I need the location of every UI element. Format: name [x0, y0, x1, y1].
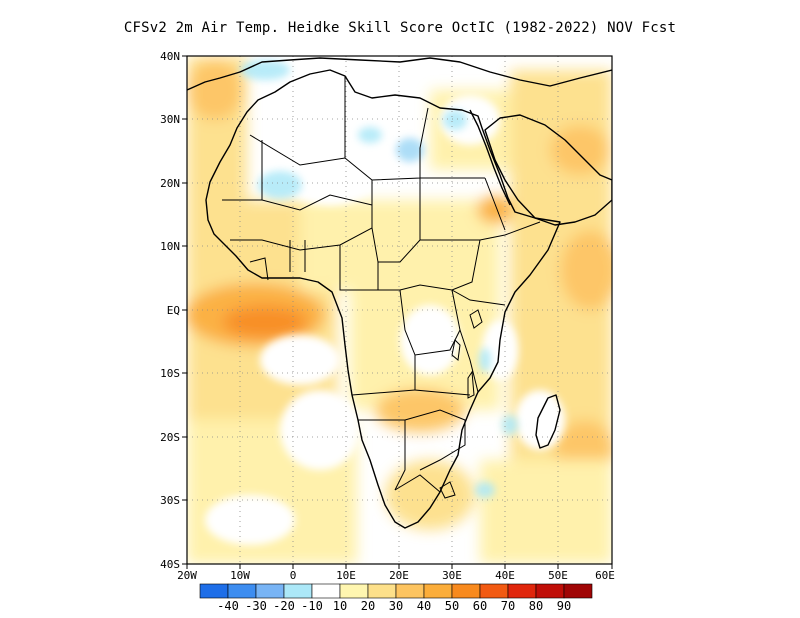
colorbar-swatch [311, 583, 341, 599]
lon-label-10w: 10W [230, 569, 250, 582]
lat-label-20n: 20N [160, 177, 180, 190]
colorbar-label: 50 [445, 599, 459, 613]
lon-label-20e: 20E [389, 569, 409, 582]
colorbar-swatch [283, 583, 313, 599]
colorbar-swatch [395, 583, 425, 599]
lon-label-30e: 30E [442, 569, 462, 582]
map-title: CFSv2 2m Air Temp. Heidke Skill Score Oc… [123, 20, 677, 36]
lat-label-30n: 30N [160, 113, 180, 126]
colorbar-swatch [339, 583, 369, 599]
colorbar-label: 10 [333, 599, 347, 613]
lakes [439, 309, 483, 499]
colorbar-swatch [507, 583, 537, 599]
colorbar-label: -30 [245, 599, 267, 613]
colorbar-swatch [199, 583, 229, 599]
colorbar-label: -10 [301, 599, 323, 613]
colorbar-label: 20 [361, 599, 375, 613]
colorbar-label: 80 [529, 599, 543, 613]
skill-field [187, 56, 612, 564]
colorbar-swatch [423, 583, 453, 599]
colorbar-label: 40 [417, 599, 431, 613]
lat-label-40n: 40N [160, 50, 180, 63]
colorbar-swatch [255, 583, 285, 599]
lon-label-40e: 40E [495, 569, 515, 582]
colorbar-swatch [479, 583, 509, 599]
africa-coastline [205, 69, 561, 529]
colorbar-swatch [227, 583, 257, 599]
colorbar-swatch [451, 583, 481, 599]
arabia-outline [484, 114, 612, 226]
lat-label-20s: 20S [160, 431, 180, 444]
lat-label-10s: 10S [160, 367, 180, 380]
lat-label-10n: 10N [160, 240, 180, 253]
lat-label-eq: EQ [167, 304, 180, 317]
red-sea-coast [469, 109, 511, 206]
lon-label-10e: 10E [336, 569, 356, 582]
colorbar-label: -20 [273, 599, 295, 613]
lon-label-20w: 20W [177, 569, 197, 582]
colorbar-swatch [563, 583, 593, 599]
lat-label-30s: 30S [160, 494, 180, 507]
colorbar-label: 90 [557, 599, 571, 613]
colorbar-label: -40 [217, 599, 239, 613]
lon-labels: 20W 10W 0 10E 20E 30E 40E 50E 60E [177, 569, 615, 582]
grid-lines [187, 56, 612, 564]
lat-labels: 40N 30N 20N 10N EQ 10S 20S 30S 40S [160, 50, 180, 571]
lon-label-60e: 60E [595, 569, 615, 582]
lat-label-40s: 40S [160, 558, 180, 571]
madagascar-outline [535, 394, 561, 449]
lon-label-50e: 50E [548, 569, 568, 582]
colorbar-label: 70 [501, 599, 515, 613]
continent-outlines [187, 57, 612, 529]
tick-marks [182, 55, 613, 569]
colorbar-swatch [535, 583, 565, 599]
europe-coast [187, 57, 612, 91]
colorbar-label: 60 [473, 599, 487, 613]
colorbar-label: 30 [389, 599, 403, 613]
colorbar-swatch [367, 583, 397, 599]
lon-label-0: 0 [290, 569, 297, 582]
colorbar: -40 -30 -20 -10 10 20 30 40 50 60 70 80 90 [199, 583, 593, 613]
country-borders [222, 76, 541, 493]
